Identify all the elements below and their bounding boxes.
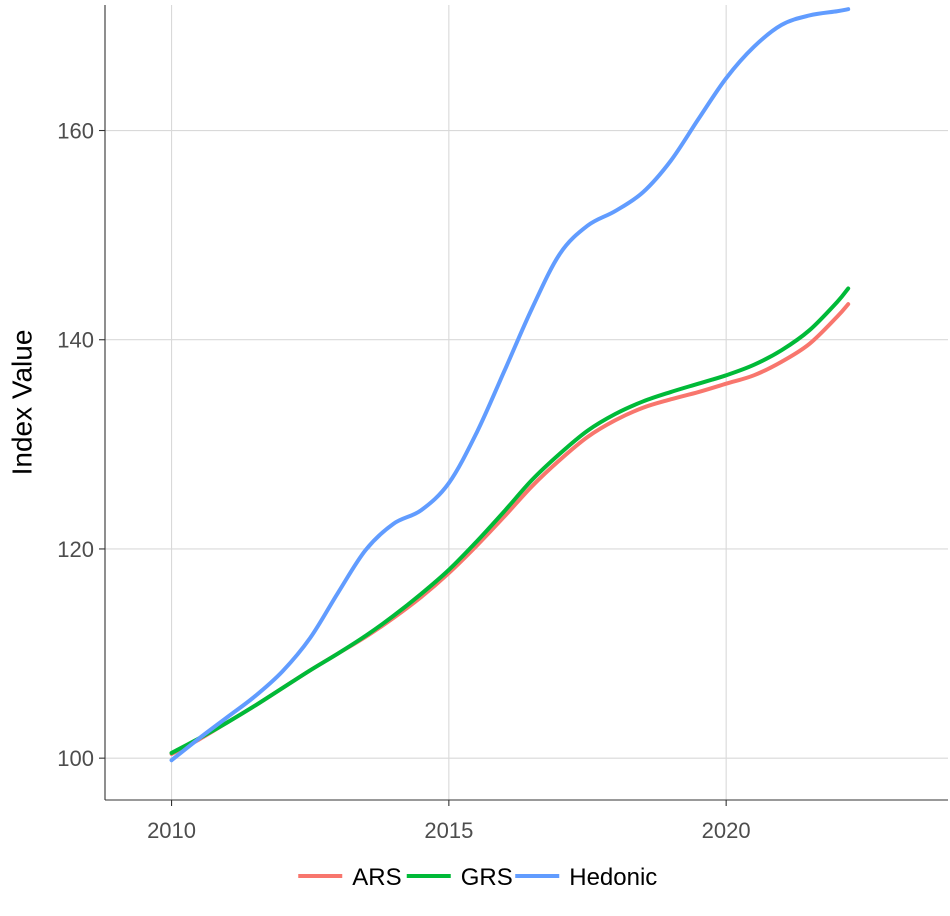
- series-lines: [169, 7, 851, 763]
- legend-label-hedonic: Hedonic: [569, 864, 657, 891]
- legend: ARS GRS Hedonic: [298, 864, 657, 891]
- series-line-hedonic: [169, 7, 851, 763]
- y-axis-title: Index Value: [6, 330, 37, 476]
- y-tick-label-120: 120: [57, 537, 94, 562]
- y-tick-label-160: 160: [57, 119, 94, 144]
- y-axis-ticks: 100 120 140 160: [57, 119, 105, 771]
- x-tick-label-2020: 2020: [702, 818, 751, 843]
- x-tick-label-2010: 2010: [147, 818, 196, 843]
- series-line-ars: [169, 302, 851, 756]
- horizontal-gridlines: [105, 129, 948, 759]
- vertical-gridlines: [171, 5, 727, 800]
- x-tick-label-2015: 2015: [424, 818, 473, 843]
- legend-label-grs: GRS: [461, 864, 513, 891]
- x-axis-ticks: 2010 2015 2020: [147, 800, 751, 843]
- legend-label-ars: ARS: [352, 864, 401, 891]
- y-tick-label-140: 140: [57, 328, 94, 353]
- series-line-grs: [169, 286, 851, 755]
- y-tick-label-100: 100: [57, 746, 94, 771]
